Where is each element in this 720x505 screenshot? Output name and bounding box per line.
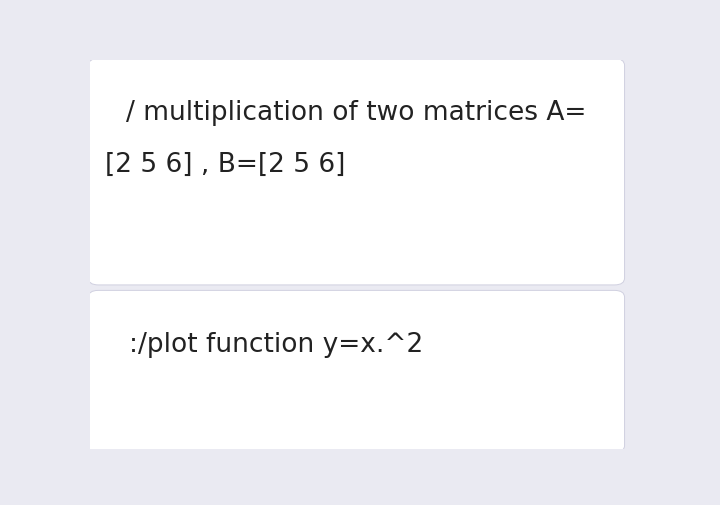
FancyBboxPatch shape (89, 291, 624, 452)
Text: [2 5 6] , B=[2 5 6]: [2 5 6] , B=[2 5 6] (105, 152, 346, 178)
FancyBboxPatch shape (89, 60, 624, 285)
Text: :/plot function y=x.^2: :/plot function y=x.^2 (129, 331, 423, 357)
Text: / multiplication of two matrices A=: / multiplication of two matrices A= (126, 99, 587, 125)
